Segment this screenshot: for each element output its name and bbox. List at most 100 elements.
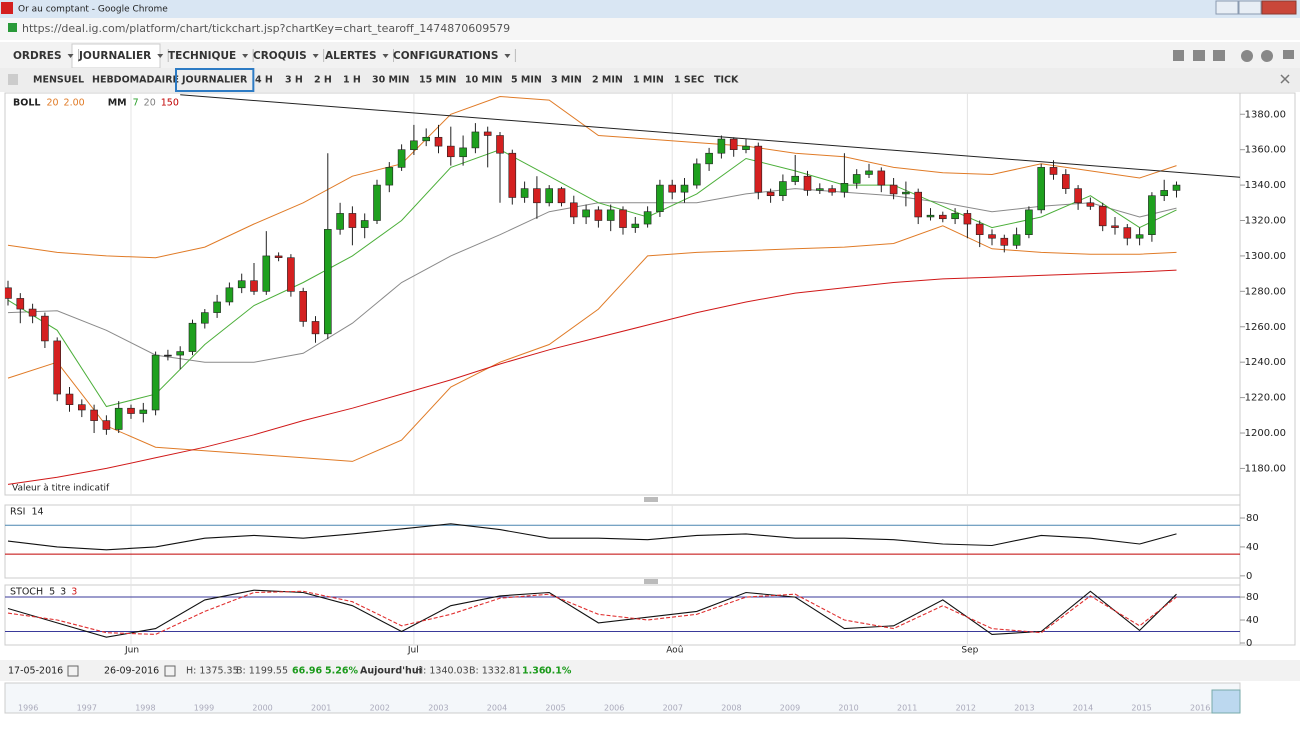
timeframe-button[interactable]: HEBDOMADAIRE <box>92 75 179 86</box>
close-icon[interactable] <box>1280 74 1290 84</box>
timeframe-button[interactable]: 1 H <box>343 75 361 86</box>
timeframe-button[interactable]: 1 MIN <box>633 75 664 86</box>
icon[interactable] <box>1213 50 1225 61</box>
y-tick-label: 1220.00 <box>1245 393 1286 404</box>
indicator-param: 2.00 <box>64 98 85 109</box>
candle-body <box>164 354 172 357</box>
candle-body <box>336 213 344 230</box>
candle-body <box>643 211 652 225</box>
menu-item[interactable]: TECHNIQUE <box>168 50 236 62</box>
menu-item[interactable]: JOURNALIER <box>78 50 151 62</box>
timeframe-button[interactable]: 3 MIN <box>551 75 582 86</box>
timeframe-button[interactable]: 2 MIN <box>592 75 623 86</box>
year-label: 2000 <box>252 704 272 713</box>
x-tick-label: Aoû <box>666 646 683 656</box>
navigator-window[interactable] <box>1211 689 1241 714</box>
icon[interactable] <box>1193 50 1205 61</box>
timeframe-button[interactable]: 15 MIN <box>419 75 457 86</box>
y-tick-label: 1260.00 <box>1245 322 1286 333</box>
candle-body <box>1037 167 1045 211</box>
menu-bar <box>0 42 1300 68</box>
candle-body <box>692 163 701 186</box>
candle-body <box>754 145 763 193</box>
timeframe-button[interactable]: 10 MIN <box>465 75 503 86</box>
icon[interactable] <box>1261 50 1273 62</box>
indicator-param: 7 <box>133 98 139 109</box>
candle-body <box>877 170 886 186</box>
year-label: 2011 <box>897 704 917 713</box>
candle-body <box>852 174 861 184</box>
minimize[interactable] <box>1215 0 1239 15</box>
candle-body <box>471 131 480 149</box>
url[interactable]: https://deal.ig.com/platform/chart/tickc… <box>22 22 510 35</box>
candle-body <box>803 175 812 191</box>
y-tick-label: 1320.00 <box>1245 216 1286 227</box>
panel-param: 14 <box>31 507 43 518</box>
menu-item[interactable]: ALERTES <box>325 50 377 62</box>
candle-body <box>483 131 492 136</box>
candle-body <box>102 420 111 430</box>
close[interactable] <box>1261 0 1297 15</box>
calendar-icon[interactable] <box>67 665 79 677</box>
candle-body <box>1111 225 1119 228</box>
calendar-icon[interactable] <box>164 665 176 677</box>
scroll-left[interactable] <box>8 74 18 85</box>
active-timeframe <box>175 68 255 92</box>
year-label: 2010 <box>838 704 858 713</box>
y-tick-label: 40 <box>1246 542 1259 553</box>
candle-body <box>1135 234 1144 239</box>
y-tick-label: 1380.00 <box>1245 109 1286 120</box>
y-tick-label: 40 <box>1246 615 1259 626</box>
y-tick-label: 80 <box>1246 592 1259 603</box>
timeframe-button[interactable]: 4 H <box>255 75 273 86</box>
app-icon <box>1 2 13 14</box>
info-bar <box>0 660 1300 681</box>
timeframe-button[interactable]: 1 SEC <box>674 75 704 86</box>
maximize[interactable] <box>1238 0 1262 15</box>
splitter[interactable] <box>644 579 658 584</box>
candle-body <box>779 181 787 197</box>
timeframe-button[interactable]: TICK <box>714 75 739 86</box>
candle-body <box>90 409 98 421</box>
menu-item[interactable]: CROQUIS <box>253 50 307 62</box>
icon[interactable] <box>1173 50 1184 61</box>
candle-body <box>1123 227 1132 239</box>
candle-body <box>889 184 898 195</box>
timeframe-button[interactable]: JOURNALIER <box>181 75 248 86</box>
year-label: 2004 <box>487 704 507 713</box>
indicator-line <box>7 523 1177 551</box>
timeframe-button[interactable]: 30 MIN <box>372 75 410 86</box>
candle-body <box>1062 174 1070 189</box>
candle-body <box>545 188 554 204</box>
icon[interactable] <box>1241 50 1253 62</box>
candle-body <box>114 407 123 430</box>
indicator-param: 150 <box>161 98 179 109</box>
panel-param: 5 <box>49 587 55 598</box>
year-label: 2014 <box>1073 704 1093 713</box>
y-tick-label: 1240.00 <box>1245 357 1286 368</box>
y-tick-label: 1300.00 <box>1245 251 1286 262</box>
y-tick-label: 1180.00 <box>1245 463 1286 474</box>
year-label: 1999 <box>194 704 214 713</box>
indicator-param: 20 <box>46 98 58 109</box>
timeframe-button[interactable]: MENSUEL <box>33 75 84 86</box>
splitter[interactable] <box>644 497 658 502</box>
candle-body <box>533 188 541 204</box>
candle-body <box>410 140 418 150</box>
candle-body <box>791 175 800 182</box>
x-tick-label: Sep <box>961 646 978 656</box>
timeframe-button[interactable]: 5 MIN <box>511 75 542 86</box>
info-high: H: 1375.35 <box>186 666 239 677</box>
candle-body <box>1049 167 1058 175</box>
candle-body <box>631 223 640 228</box>
timeframes: MENSUEL HEBDOMADAIRE JOURNALIER 4 H 3 H 2 H 1 … <box>8 68 1290 92</box>
candle-body <box>237 280 246 289</box>
icon[interactable] <box>1283 50 1294 59</box>
panel-title: RSI <box>10 507 25 518</box>
menu-item[interactable]: CONFIGURATIONS <box>393 50 498 62</box>
candle-body <box>619 209 627 228</box>
timeframe-button[interactable]: 2 H <box>314 75 332 86</box>
candle-body <box>373 184 381 221</box>
menu-item[interactable]: ORDRES <box>13 50 62 62</box>
timeframe-button[interactable]: 3 H <box>285 75 303 86</box>
